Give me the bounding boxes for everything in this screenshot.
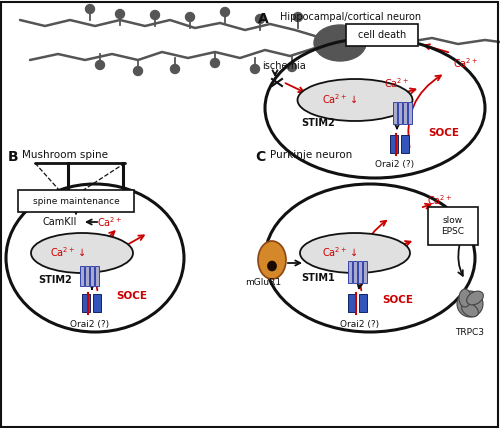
Text: spine maintenance: spine maintenance: [32, 196, 120, 205]
Text: Ca$^{2+}$: Ca$^{2+}$: [428, 193, 452, 207]
Circle shape: [170, 65, 179, 74]
Bar: [393, 102, 396, 124]
Bar: [398, 102, 402, 124]
Circle shape: [186, 12, 194, 21]
Ellipse shape: [457, 291, 483, 317]
Bar: [401, 135, 409, 153]
Text: CamKII: CamKII: [43, 217, 77, 227]
Ellipse shape: [459, 289, 471, 307]
Bar: [93, 294, 101, 312]
Circle shape: [250, 65, 260, 74]
Text: STIM2: STIM2: [38, 275, 72, 285]
Text: TRPC3: TRPC3: [456, 328, 484, 337]
Bar: [85, 266, 88, 286]
Text: Orai2 (?): Orai2 (?): [376, 160, 414, 169]
Bar: [353, 261, 356, 283]
FancyBboxPatch shape: [18, 190, 134, 212]
Circle shape: [86, 5, 94, 14]
Text: SOCE: SOCE: [382, 295, 413, 305]
Text: Ca$^{2+}$: Ca$^{2+}$: [98, 215, 122, 229]
Circle shape: [210, 59, 220, 68]
Text: Orai2 (?): Orai2 (?): [70, 320, 110, 329]
Text: B: B: [8, 150, 18, 164]
Circle shape: [220, 8, 230, 17]
FancyBboxPatch shape: [428, 207, 478, 245]
Ellipse shape: [314, 25, 366, 61]
Bar: [348, 294, 356, 312]
Bar: [390, 135, 398, 153]
Bar: [80, 266, 84, 286]
Circle shape: [294, 12, 302, 21]
Ellipse shape: [466, 291, 483, 305]
Bar: [358, 261, 362, 283]
Text: SOCE: SOCE: [116, 291, 147, 301]
Text: Purkinje neuron: Purkinje neuron: [270, 150, 352, 160]
Ellipse shape: [31, 233, 133, 273]
Text: Ca$^{2+}$: Ca$^{2+}$: [453, 56, 478, 70]
Text: SOCE: SOCE: [428, 128, 459, 138]
Text: Mushroom spine: Mushroom spine: [22, 150, 108, 160]
Bar: [359, 294, 367, 312]
Bar: [95, 266, 98, 286]
Ellipse shape: [462, 303, 478, 317]
Bar: [348, 261, 352, 283]
Bar: [82, 294, 90, 312]
Circle shape: [134, 66, 142, 75]
Text: C: C: [255, 150, 265, 164]
Bar: [403, 102, 406, 124]
Text: Ca$^{2+}$: Ca$^{2+}$: [384, 76, 409, 90]
Text: ischemia: ischemia: [262, 61, 306, 71]
Ellipse shape: [258, 241, 286, 279]
Text: A: A: [258, 12, 269, 26]
Text: Ca$^{2+}$$\downarrow$: Ca$^{2+}$$\downarrow$: [322, 92, 358, 105]
Bar: [90, 266, 94, 286]
FancyBboxPatch shape: [346, 24, 418, 46]
Text: STIM1: STIM1: [301, 273, 335, 283]
Text: cell death: cell death: [358, 30, 406, 40]
Circle shape: [150, 11, 160, 20]
Ellipse shape: [298, 79, 412, 121]
Text: mGluR1: mGluR1: [245, 278, 281, 287]
Ellipse shape: [300, 233, 410, 273]
Text: slow
EPSC: slow EPSC: [442, 216, 464, 236]
Text: Ca$^{2+}$$\downarrow$: Ca$^{2+}$$\downarrow$: [50, 246, 86, 259]
Bar: [408, 102, 412, 124]
Circle shape: [96, 60, 104, 69]
Text: STIM2: STIM2: [301, 118, 335, 128]
Text: Ca$^{2+}$$\downarrow$: Ca$^{2+}$$\downarrow$: [322, 246, 358, 259]
Circle shape: [256, 15, 264, 24]
Ellipse shape: [268, 261, 276, 271]
Text: Hippocampal/cortical neuron: Hippocampal/cortical neuron: [280, 12, 421, 22]
Circle shape: [116, 9, 124, 18]
Bar: [363, 261, 366, 283]
Text: Orai2 (?): Orai2 (?): [340, 320, 380, 329]
Circle shape: [288, 62, 296, 71]
